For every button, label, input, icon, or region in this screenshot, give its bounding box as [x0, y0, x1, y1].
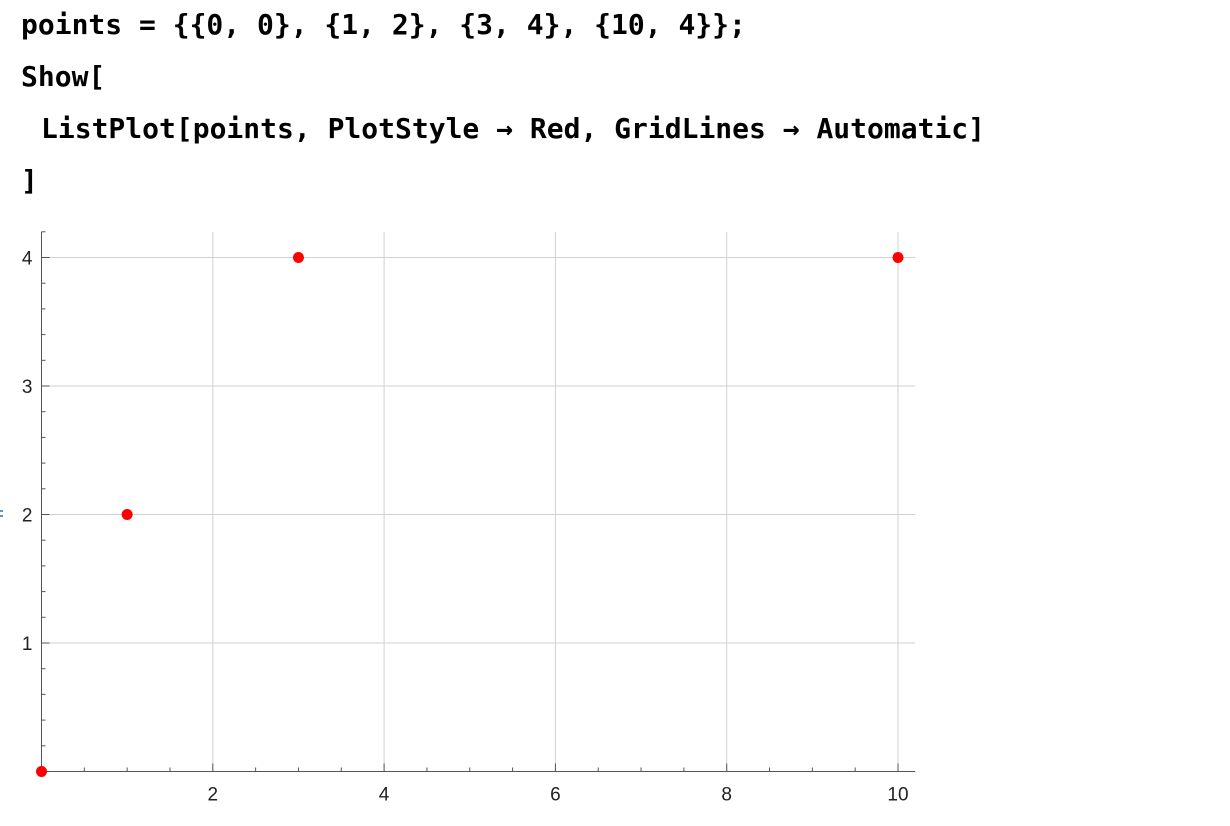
data-point-10-4	[892, 252, 904, 263]
code-line-points[interactable]: points = {{0, 0}, {1, 2}, {3, 4}, {10, 4…	[21, 8, 746, 41]
data-points	[36, 252, 904, 777]
x-tick-label-10: 10	[887, 785, 908, 806]
x-tick-label-2: 2	[208, 785, 219, 806]
y-tick-label-2: 2	[22, 506, 33, 527]
code-line-close[interactable]: ]	[21, 164, 38, 197]
grid-lines	[41, 231, 916, 772]
data-point-1-2	[121, 509, 133, 520]
y-tick-label-3: 3	[22, 377, 33, 398]
y-tick-label-1: 1	[22, 634, 33, 655]
axis-ticks	[41, 231, 899, 772]
data-point-3-4	[292, 252, 304, 263]
cell-bracket-marker[interactable]	[0, 510, 4, 524]
code-line-listplot[interactable]: ListPlot[points, PlotStyle → Red, GridLi…	[41, 112, 986, 145]
x-tick-label-4: 4	[379, 785, 390, 806]
axes	[41, 231, 916, 772]
x-tick-label-8: 8	[721, 785, 732, 806]
x-tick-label-6: 6	[550, 785, 561, 806]
data-point-0-0	[36, 766, 47, 777]
code-line-show[interactable]: Show[	[21, 60, 106, 93]
y-tick-label-4: 4	[22, 249, 33, 270]
